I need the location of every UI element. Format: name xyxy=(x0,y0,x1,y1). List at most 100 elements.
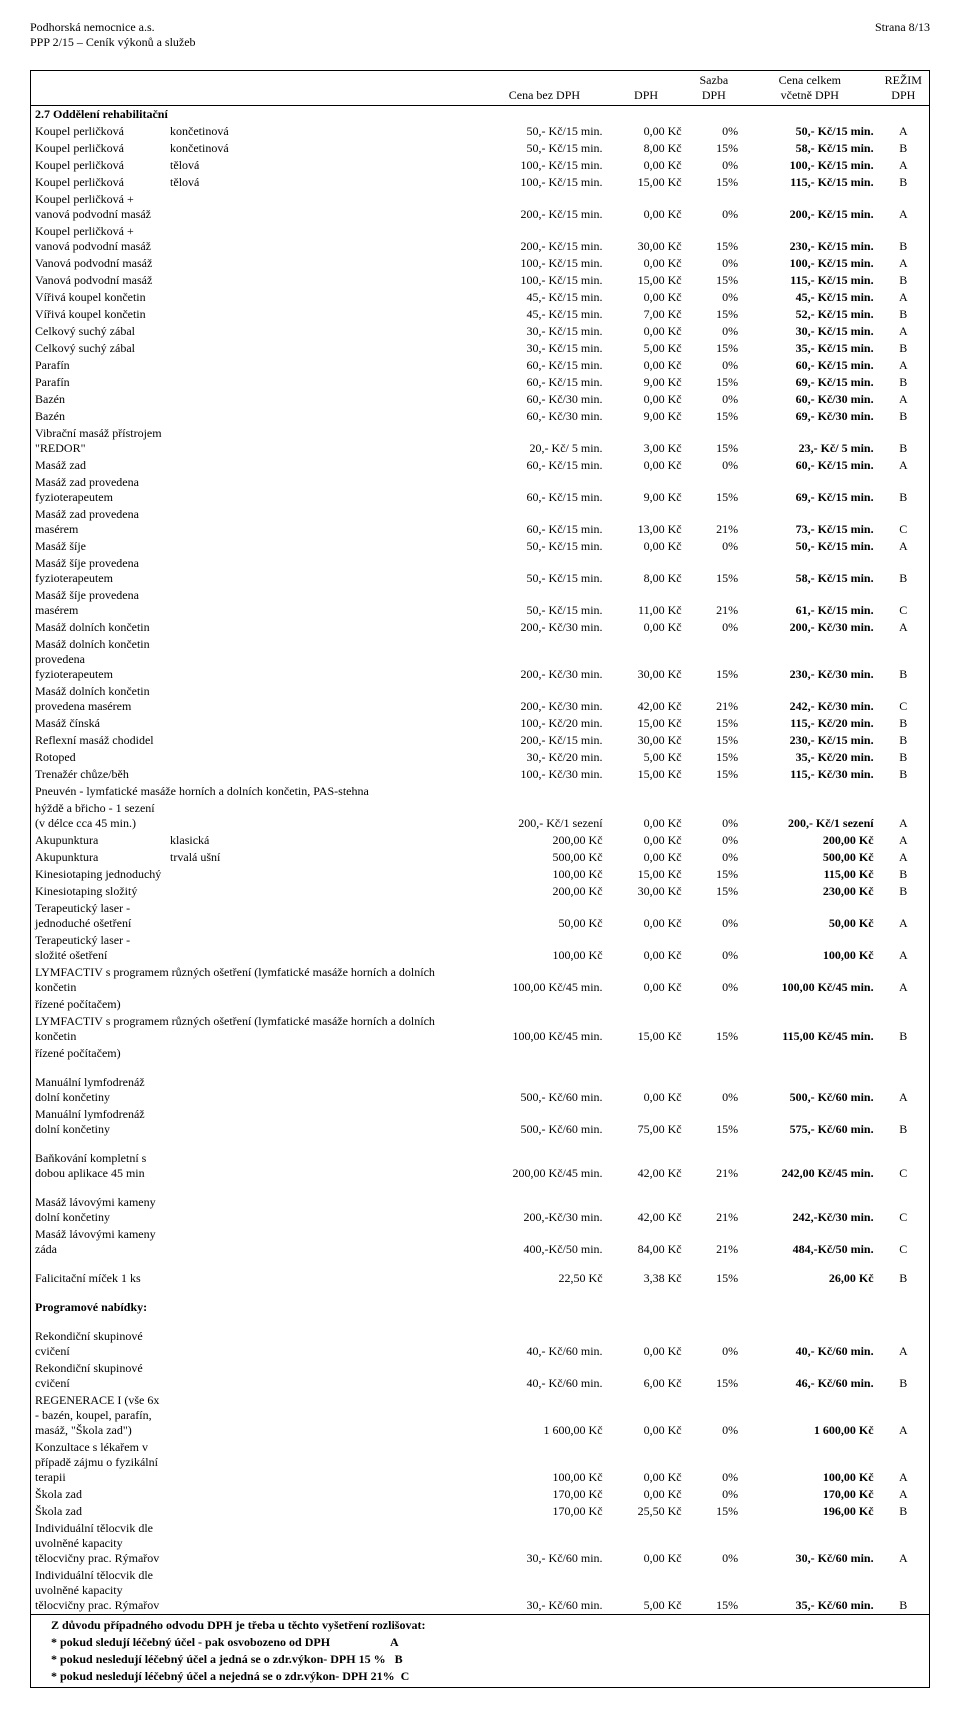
cell: 60,- Kč/15 min. xyxy=(742,357,878,374)
cell: 8,00 Kč xyxy=(607,140,686,157)
cell: A xyxy=(878,289,930,306)
table-row: Akupunkturatrvalá ušní500,00 Kč0,00 Kč0%… xyxy=(31,849,930,866)
cell: Koupel perličková + vanová podvodní masá… xyxy=(31,191,167,223)
cell: 200,00 Kč xyxy=(482,883,606,900)
table-row: Masáž zad provedena fyzioterapeutem60,- … xyxy=(31,474,930,506)
cell: B xyxy=(878,766,930,783)
cell: 46,- Kč/60 min. xyxy=(742,1360,878,1392)
footer-line-c: * pokud nesledují léčebný účel a nejedná… xyxy=(31,1668,930,1688)
org-name: Podhorská nemocnice a.s. xyxy=(30,20,196,35)
table-row: Škola zad170,00 Kč0,00 Kč0%170,00 KčA xyxy=(31,1486,930,1503)
cell: 230,- Kč/15 min. xyxy=(742,732,878,749)
cell: A xyxy=(878,932,930,964)
cell: 200,- Kč/30 min. xyxy=(482,636,606,683)
cell: 30,- Kč/15 min. xyxy=(482,340,606,357)
cell: 15% xyxy=(686,306,742,323)
cell: C xyxy=(878,1194,930,1226)
col-sazba-top: Sazba xyxy=(700,73,729,87)
cell: 100,- Kč/15 min. xyxy=(482,255,606,272)
cell: Baňkování kompletní s dobou aplikace 45 … xyxy=(31,1150,167,1182)
cell: A xyxy=(878,538,930,555)
cell: Akupunktura xyxy=(31,832,167,849)
table-row: Vířivá koupel končetin45,- Kč/15 min.0,0… xyxy=(31,289,930,306)
cell: 1 600,00 Kč xyxy=(742,1392,878,1439)
cell: 26,00 Kč xyxy=(742,1270,878,1287)
table-row: Masáž lávovými kameny záda400,-Kč/50 min… xyxy=(31,1226,930,1258)
cell: Masáž šíje provedena masérem xyxy=(31,587,167,619)
table-row: Manuální lymfodrenáž dolní končetiny500,… xyxy=(31,1106,930,1138)
table-row: Koupel perličková + vanová podvodní masá… xyxy=(31,191,930,223)
table-row: Reflexní masáž chodidel200,- Kč/15 min.3… xyxy=(31,732,930,749)
cell: 42,00 Kč xyxy=(607,683,686,715)
footer-b-code: B xyxy=(395,1652,403,1666)
cell xyxy=(166,749,482,766)
cell: 15% xyxy=(686,374,742,391)
cell: 30,- Kč/60 min. xyxy=(482,1520,606,1567)
cell: 13,00 Kč xyxy=(607,506,686,538)
table-row: Vibrační masáž přístrojem "REDOR"20,- Kč… xyxy=(31,425,930,457)
cell: 20,- Kč/ 5 min. xyxy=(482,425,606,457)
table-row: hýždě a břicho - 1 sezení (v délce cca 4… xyxy=(31,800,930,832)
cell: 21% xyxy=(686,683,742,715)
table-row: Falicitační míček 1 ks22,50 Kč3,38 Kč15%… xyxy=(31,1270,930,1287)
cell: Koupel perličková xyxy=(31,123,167,140)
cell: 5,00 Kč xyxy=(607,1567,686,1615)
cell: 200,- Kč/1 sezení xyxy=(482,800,606,832)
cell: A xyxy=(878,1439,930,1486)
cell: A xyxy=(878,800,930,832)
cell: 40,- Kč/60 min. xyxy=(482,1328,606,1360)
cell: Terapeutický laser - jednoduché ošetření xyxy=(31,900,167,932)
cell: Koupel perličková xyxy=(31,174,167,191)
cell: A xyxy=(878,832,930,849)
cell: končetinová xyxy=(166,140,482,157)
cell: 50,- Kč/15 min. xyxy=(742,123,878,140)
cell: 9,00 Kč xyxy=(607,408,686,425)
cell xyxy=(166,340,482,357)
cell xyxy=(166,1360,482,1392)
footer-b-text: * pokud nesledují léčebný účel a jedná s… xyxy=(51,1652,386,1666)
cell: 0% xyxy=(686,1439,742,1486)
cell: 15% xyxy=(686,174,742,191)
footer-title-row: Z důvodu případného odvodu DPH je třeba … xyxy=(31,1615,930,1635)
cell: 200,- Kč/15 min. xyxy=(482,223,606,255)
table-row: Rekondiční skupinové cvičení 40,- Kč/60 m… xyxy=(31,1328,930,1360)
cell: Vanová podvodní masáž xyxy=(31,272,167,289)
cell: 100,- Kč/15 min. xyxy=(742,157,878,174)
cell: 50,- Kč/15 min. xyxy=(482,538,606,555)
cell: 200,- Kč/15 min. xyxy=(482,191,606,223)
cell: 0,00 Kč xyxy=(607,900,686,932)
cell: C xyxy=(878,1150,930,1182)
cell: Trenažér chůze/běh xyxy=(31,766,167,783)
table-row: Vanová podvodní masáž100,- Kč/15 min.15,… xyxy=(31,272,930,289)
cell: A xyxy=(878,1520,930,1567)
table-row: Škola zad170,00 Kč25,50 Kč15%196,00 KčB xyxy=(31,1503,930,1520)
cell: 200,- Kč/30 min. xyxy=(742,619,878,636)
cell: B xyxy=(878,1567,930,1615)
cell: B xyxy=(878,306,930,323)
cell xyxy=(166,1270,482,1287)
cell: 15,00 Kč xyxy=(607,866,686,883)
cell: B xyxy=(878,474,930,506)
col-sazba-bot: DPH xyxy=(702,88,726,102)
cell: 15% xyxy=(686,1503,742,1520)
col-dph: DPH xyxy=(634,88,658,102)
table-row: Koupel perličkovákončetinová50,- Kč/15 m… xyxy=(31,123,930,140)
footer-c-code: C xyxy=(401,1669,410,1683)
footer-c-text: * pokud nesledují léčebný účel a nejedná… xyxy=(51,1669,395,1683)
cell: 100,- Kč/15 min. xyxy=(482,174,606,191)
cell: A xyxy=(878,357,930,374)
cell: 400,-Kč/50 min. xyxy=(482,1226,606,1258)
col-rezim-bot: DPH xyxy=(891,88,915,102)
cell: 0% xyxy=(686,391,742,408)
cell: 30,- Kč/60 min. xyxy=(482,1567,606,1615)
cell: 23,- Kč/ 5 min. xyxy=(742,425,878,457)
cell: Masáž šíje provedena fyzioterapeutem xyxy=(31,555,167,587)
cell: Rekondiční skupinové cvičení xyxy=(31,1328,167,1360)
cell: 0% xyxy=(686,323,742,340)
cell: 50,00 Kč xyxy=(742,900,878,932)
cell: 15% xyxy=(686,340,742,357)
cell: 0,00 Kč xyxy=(607,255,686,272)
cell: 15,00 Kč xyxy=(607,1013,686,1045)
cell: 0% xyxy=(686,255,742,272)
cell: 0,00 Kč xyxy=(607,123,686,140)
